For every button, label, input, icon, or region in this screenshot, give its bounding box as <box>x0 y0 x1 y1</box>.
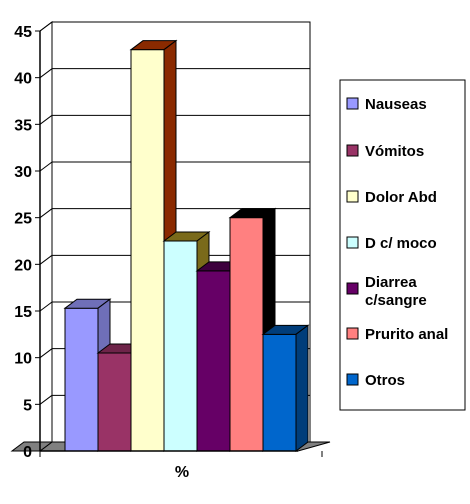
legend-label: c/sangre <box>365 292 427 309</box>
gridline-side <box>39 161 53 172</box>
legend-swatch <box>346 190 359 203</box>
side-wall <box>39 21 53 452</box>
bar-front <box>262 333 297 452</box>
y-tick-label: 25 <box>14 211 32 228</box>
gridline-side <box>39 114 53 125</box>
bar-front <box>229 217 264 452</box>
y-tick-label: 45 <box>14 24 32 41</box>
bar-side <box>295 324 309 452</box>
bar-front <box>130 49 165 452</box>
legend-swatch <box>346 373 359 386</box>
bar-front <box>163 240 198 452</box>
legend-label: Dolor Abd <box>365 189 437 206</box>
y-tick-label: 35 <box>14 117 32 134</box>
gridline-side <box>39 301 53 312</box>
legend-label: Vómitos <box>365 143 424 160</box>
bar-front <box>196 270 231 452</box>
legend-label: Prurito anal <box>365 326 448 343</box>
y-tick-label: 5 <box>23 397 32 414</box>
gridline-side <box>39 348 53 359</box>
legend-swatch <box>346 97 359 110</box>
gridline-side <box>39 254 53 265</box>
legend-label: Otros <box>365 372 405 389</box>
legend-label: Diarrea <box>365 274 417 291</box>
legend-label: D c/ moco <box>365 235 437 252</box>
legend-box <box>339 79 466 411</box>
y-tick-label: 30 <box>14 164 32 181</box>
legend-swatch <box>346 236 359 249</box>
gridline-side <box>39 21 53 32</box>
gridline-side <box>39 394 53 405</box>
legend-swatch <box>346 144 359 157</box>
y-tick-label: 40 <box>14 71 32 88</box>
gridline-side <box>39 68 53 79</box>
y-tick-label: 0 <box>23 444 32 461</box>
y-tick-label: 15 <box>14 304 32 321</box>
bar-front <box>64 307 99 452</box>
legend-swatch <box>346 282 359 295</box>
legend-label: Nauseas <box>365 96 427 113</box>
gridline-side <box>39 208 53 219</box>
bar-front <box>97 352 132 452</box>
floor-left <box>10 441 54 452</box>
legend-swatch <box>346 327 359 340</box>
y-tick-label: 10 <box>14 351 32 368</box>
y-tick-label: 20 <box>14 257 32 274</box>
x-axis-label: % <box>175 464 189 481</box>
